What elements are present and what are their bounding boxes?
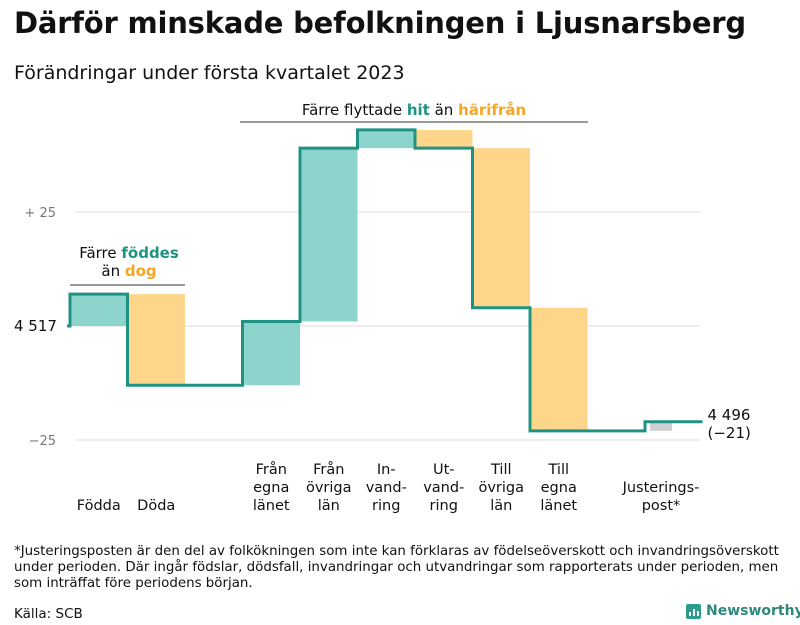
annotation-out-text: härifrån [458,101,526,119]
bar-från-övriga-län [300,148,358,322]
footnote: *Justeringsposten är den del av folkökni… [14,544,779,591]
category-label: Till egna länet [540,462,577,514]
category-label-line: övriga [478,480,524,496]
newsworthy-logo-icon [686,603,701,619]
brand-name: Newsworthy [706,603,800,619]
bar-in-vand-ring [357,129,415,149]
y-tick-label: −25 [29,434,56,449]
bar-födda [70,294,128,326]
category-label-line: vand- [423,480,464,496]
chart-title: Därför minskade befolkningen i Ljusnarsb… [14,6,746,40]
annotation-moves: Färre flyttade hit än härifrån [302,101,526,119]
category-label-line: Till [548,462,570,478]
category-label-line: post* [642,498,681,514]
annotation-text: än [430,101,458,119]
category-label: Från egna länet [253,461,290,514]
brand-logo: Newsworthy [686,603,800,619]
category-label-line: Justerings- [622,480,700,496]
category-label: Till övriga län [478,462,524,514]
category-label-line: vand- [366,480,407,496]
annotation-text: än [101,262,124,280]
category-label-line: In- [377,462,396,478]
annotation-text: Färre flyttade [302,101,407,119]
category-label: Döda [137,498,175,514]
category-label-line: län [490,498,512,514]
category-label-line: Från [313,461,344,478]
source-label: Källa: SCB [14,606,83,622]
y-tick-label: + 25 [24,206,56,221]
annotation-births-line2: än dog [101,262,156,280]
bar-till-egna-länet [530,307,588,431]
category-label-line: övriga [306,480,352,496]
category-label-line: Ut- [433,462,455,478]
category-label-line: egna [541,480,577,496]
category-label-line: Till [490,462,512,478]
bar-justerings-post- [650,421,672,431]
bar-till-övriga-län [472,148,530,308]
annotation-births-line1: Färre föddes [79,244,179,262]
end-value-label: 4 496 [708,406,751,424]
annotation-hit-text: föddes [121,244,178,262]
bar-från-egna-länet [242,321,300,386]
category-label-line: län [318,498,340,514]
annotation-hit-text: hit [407,101,430,119]
cumulative-step-line [67,128,703,433]
category-label: Från övriga län [306,461,352,514]
category-label-line: ring [372,498,400,514]
net-change-label: (−21) [708,424,751,442]
category-label-line: Födda [77,498,121,514]
bar-ut-vand-ring [415,129,473,149]
category-label: Ut-vand-ring [423,462,464,514]
category-label: Justerings-post* [622,480,700,514]
category-label-line: länet [540,498,577,514]
start-value-label: 4 517 [14,317,57,335]
category-label-line: Från [256,461,287,478]
chart-subtitle: Förändringar under första kvartalet 2023 [14,62,405,84]
bar-döda [127,294,185,386]
category-label-line: ring [430,498,458,514]
category-label-line: länet [253,498,290,514]
annotation-out-text: dog [125,262,157,280]
category-label-line: Döda [137,498,175,514]
annotation-text: Färre [79,244,121,262]
category-label: Födda [77,498,121,514]
category-label: In-vand-ring [366,462,407,514]
category-label-line: egna [253,480,289,496]
